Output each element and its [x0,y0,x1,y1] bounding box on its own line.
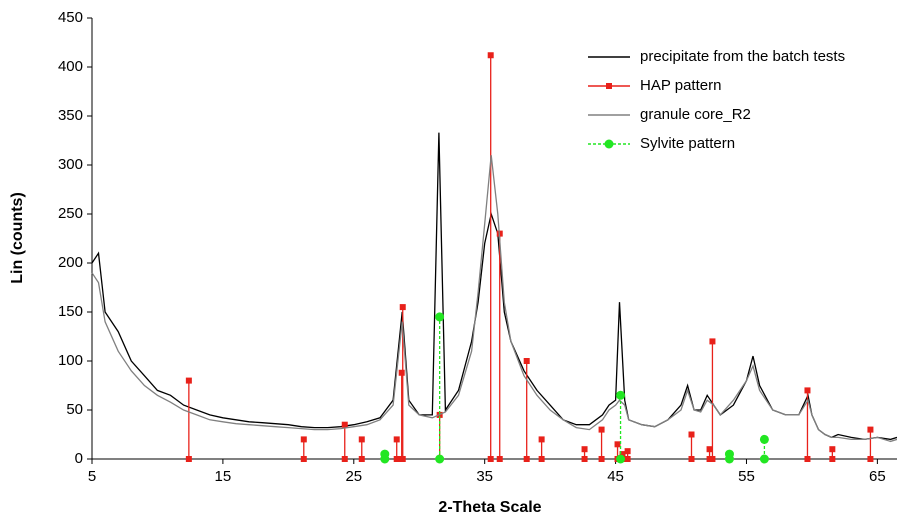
stick-marker [624,448,631,455]
stick-base-marker [688,456,695,462]
y-tick-label: 250 [58,205,83,222]
stick-marker [435,312,445,322]
stick-marker [393,436,400,443]
y-tick-label: 50 [66,401,83,418]
data-line [91,155,897,443]
x-tick-label: 55 [738,468,755,485]
stick-marker [759,434,769,444]
stick-marker [399,304,406,311]
stick-marker [616,390,626,400]
stick-marker [538,436,545,443]
legend-label: precipitate from the batch tests [640,48,845,65]
legend-marker [606,83,612,89]
stick-marker [341,421,348,428]
x-tick-label: 15 [215,468,232,485]
stick-marker [724,449,734,459]
stick-base-marker [496,456,503,462]
y-tick-label: 450 [58,9,83,26]
stick-base-marker [709,456,716,462]
stick-base-marker [598,456,605,462]
stick-marker [358,436,365,443]
stick-base-marker [399,456,406,462]
data-line [91,132,897,441]
x-tick-label: 25 [345,468,362,485]
stick-base-marker [300,456,307,462]
stick-base-marker [581,456,588,462]
stick-marker [598,426,605,433]
y-tick-label: 300 [58,156,83,173]
x-tick-label: 35 [476,468,493,485]
x-tick-label: 65 [869,468,886,485]
stick-marker [614,441,621,448]
legend-marker [604,139,614,149]
stick-marker [581,446,588,453]
legend-label: Sylvite pattern [640,135,735,152]
stick-marker [619,451,626,458]
y-axis-label: Lin (counts) [9,192,26,284]
stick-marker [300,436,307,443]
y-tick-label: 150 [58,303,83,320]
stick-base-marker [759,454,769,464]
y-tick-label: 100 [58,352,83,369]
stick-marker [523,358,530,364]
stick-base-marker [341,456,348,462]
y-tick-label: 200 [58,254,83,271]
y-tick-label: 400 [58,58,83,75]
y-tick-label: 0 [75,450,83,467]
stick-marker [706,446,713,453]
stick-marker [688,431,695,438]
y-tick-label: 350 [58,107,83,124]
stick-base-marker [538,456,545,462]
stick-base-marker [867,456,874,462]
stick-base-marker [624,456,631,462]
stick-base-marker [393,456,400,462]
stick-marker [380,449,390,459]
stick-marker [398,369,405,376]
stick-marker [829,446,836,453]
stick-marker [709,338,716,345]
x-axis-label: 2-Theta Scale [438,499,541,516]
stick-base-marker [523,456,530,462]
legend-label: HAP pattern [640,77,721,94]
stick-base-marker [829,456,836,462]
stick-base-marker [616,454,626,464]
stick-base-marker [358,456,365,462]
stick-marker [804,387,811,394]
stick-base-marker [487,456,494,462]
stick-marker [487,52,494,59]
stick-base-marker [804,456,811,462]
legend-label: granule core_R2 [640,106,751,123]
x-tick-label: 5 [88,468,96,485]
x-tick-label: 45 [607,468,624,485]
stick-base-marker [185,456,192,462]
stick-marker [185,377,192,384]
stick-marker [867,426,874,433]
stick-base-marker [435,454,445,464]
